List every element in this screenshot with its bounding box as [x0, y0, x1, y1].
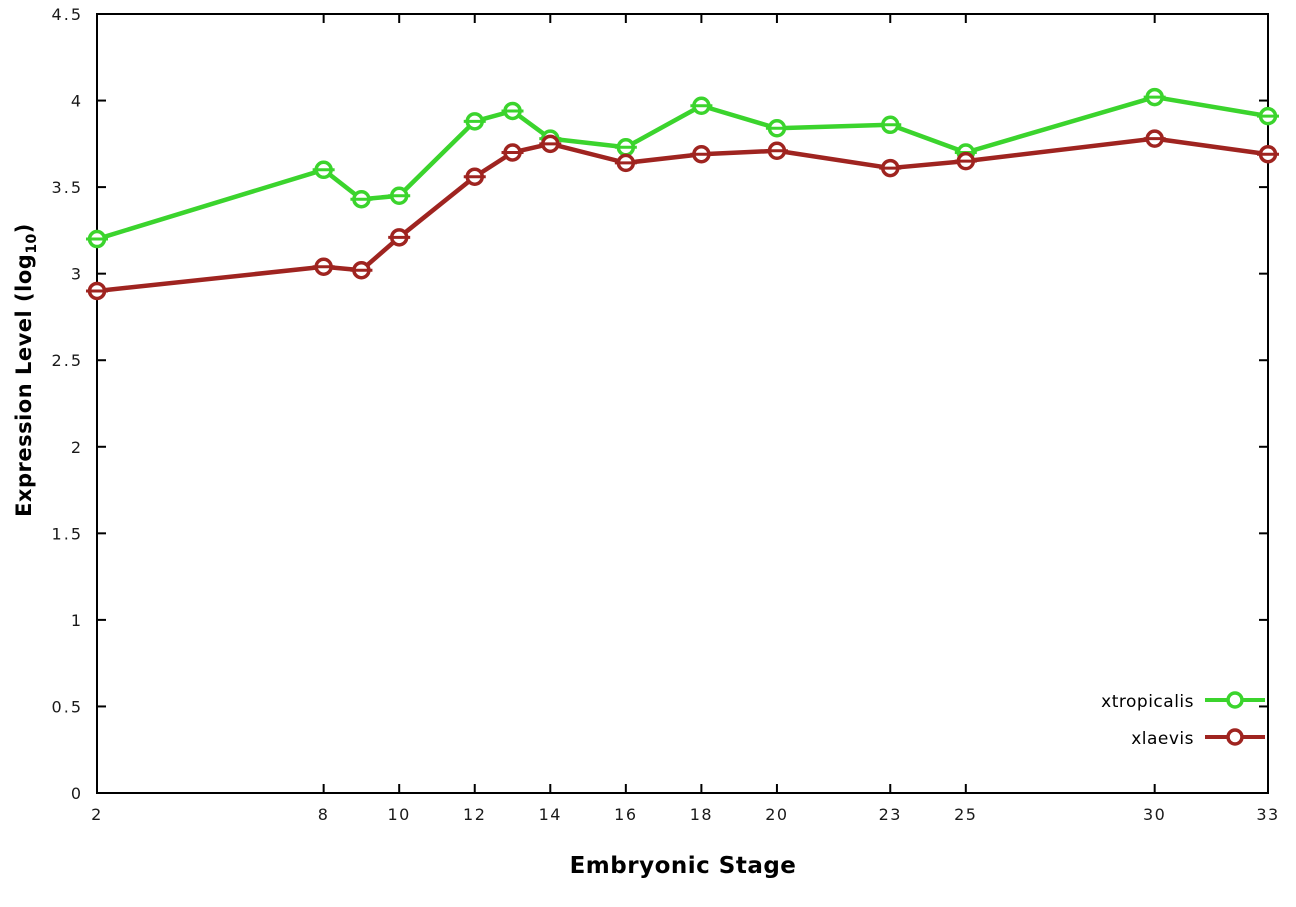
x-tick-label: 14 [539, 805, 562, 824]
legend-label-xtropicalis: xtropicalis [1101, 691, 1194, 712]
x-axis-title: Embryonic Stage [569, 853, 797, 879]
x-tick-label: 12 [463, 805, 486, 824]
x-tick-label: 8 [318, 805, 330, 824]
y-tick-label: 4.5 [52, 5, 83, 24]
x-tick-label: 23 [879, 805, 902, 824]
y-tick-label: 1 [71, 611, 83, 630]
x-tick-label: 20 [765, 805, 788, 824]
x-tick-label: 33 [1256, 805, 1279, 824]
y-tick-label: 4 [71, 92, 83, 111]
series-line-xtropicalis [94, 94, 1271, 242]
y-tick-label: 3.5 [52, 178, 83, 197]
x-tick-label: 2 [91, 805, 103, 824]
x-tick-label: 16 [614, 805, 637, 824]
y-axis-title-subscript: 10 [24, 233, 41, 254]
y-tick-label: 2 [71, 438, 83, 457]
legend-line-sample-icon [1204, 726, 1266, 752]
y-axis-title: Expression Level (log10) [12, 223, 40, 517]
y-tick-label: 3 [71, 265, 83, 284]
y-tick-label: 0.5 [52, 697, 83, 716]
plot-border [96, 13, 1269, 794]
x-tick-label: 30 [1143, 805, 1166, 824]
legend-item-xlaevis: xlaevis [1101, 720, 1266, 757]
y-axis-title-suffix: ) [11, 223, 36, 234]
legend-label-xlaevis: xlaevis [1131, 728, 1194, 749]
y-axis-title-text: Expression Level (log [11, 253, 36, 517]
legend-item-xtropicalis: xtropicalis [1101, 683, 1266, 720]
y-tick-label: 2.5 [52, 351, 83, 370]
legend-line-sample-icon [1204, 689, 1266, 715]
y-tick-label: 1.5 [52, 524, 83, 543]
series-line-xlaevis [94, 136, 1271, 294]
y-tick-label: 0 [71, 784, 83, 803]
legend: xtropicalis xlaevis [1101, 683, 1266, 757]
x-tick-label: 25 [954, 805, 977, 824]
x-tick-label: 10 [388, 805, 411, 824]
x-tick-label: 18 [690, 805, 713, 824]
